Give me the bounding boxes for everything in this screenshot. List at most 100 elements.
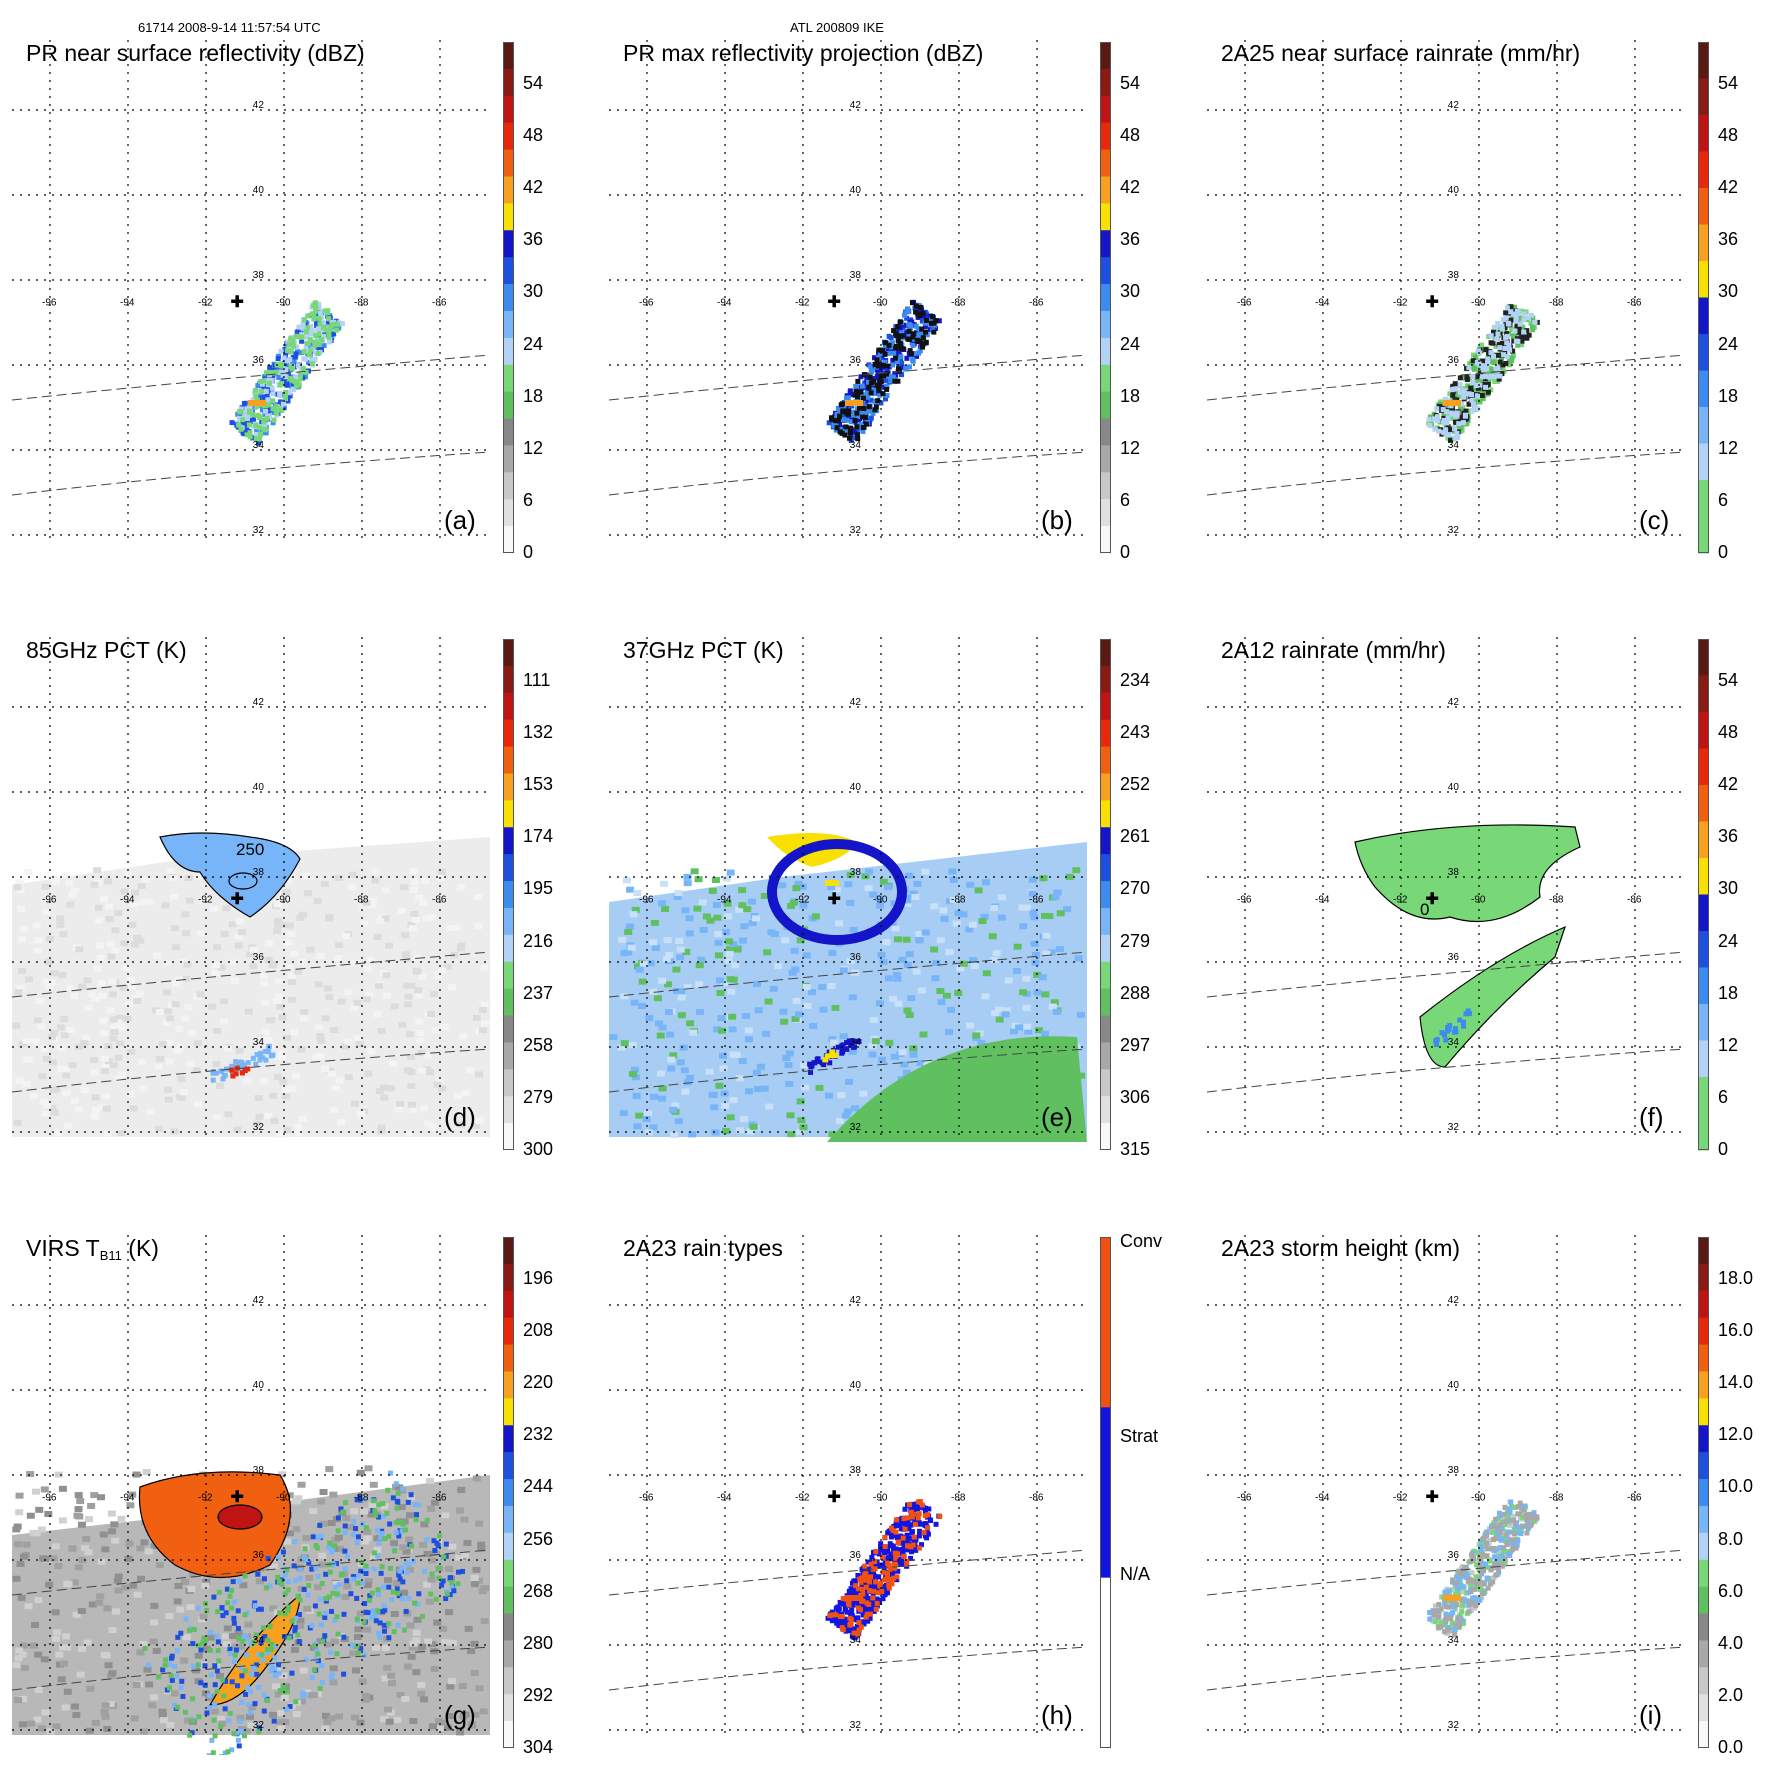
swath-pixel [403,1067,412,1074]
rain-pixel [246,422,252,428]
swath-pixel [135,991,144,998]
rain-pixel [367,1597,373,1603]
swath-pixel [712,902,721,909]
swath-pixel [184,875,193,882]
swath-pixel [285,964,294,971]
rain-pixel [228,1650,234,1656]
rain-pixel [380,1501,386,1507]
rain-pixel [1502,1505,1508,1511]
swath-pixel [427,1576,436,1583]
colorbar-segment [503,1237,514,1265]
swath-pixel [45,984,54,991]
rain-pixel [238,426,244,432]
rain-pixel [412,1502,418,1508]
swath-pixel [71,1703,80,1710]
rain-pixel [295,1593,301,1599]
rain-pixel [902,1526,908,1532]
rain-pixel [855,378,861,384]
swath-pixel [235,918,244,925]
rain-pixel [319,1580,325,1586]
rain-pixel [321,343,327,349]
rain-pixel [908,351,914,357]
rain-pixel [235,1625,241,1631]
swath-pixel [366,957,375,964]
swath-pixel [222,1633,231,1640]
rain-pixel [880,1570,886,1576]
rain-pixel [378,1534,384,1540]
swath-pixel [1022,904,1031,911]
rain-pixel [1453,386,1459,392]
swath-pixel [427,1010,436,1017]
rain-pixel [1449,387,1455,393]
swath-pixel [253,1120,262,1127]
swath-pixel [47,1034,56,1041]
swath-pixel [90,881,99,888]
rain-pixel [204,1608,210,1614]
swath-pixel [50,875,59,882]
rain-pixel [904,1532,910,1538]
swath-pixel [17,906,26,913]
swath-pixel [430,1665,439,1672]
lat-label: 36 [850,1550,862,1561]
swath-pixel [341,1043,350,1050]
rain-pixel [898,333,904,339]
rain-pixel [1462,390,1468,396]
swath-pixel [1040,1030,1049,1037]
swath-pixel [790,947,799,954]
lon-label: -86 [1029,894,1044,905]
swath-pixel [744,1088,753,1095]
rain-pixel [242,400,248,406]
rain-pixel [1452,1626,1458,1632]
rain-pixel [1427,1610,1433,1616]
rain-pixel [233,1059,239,1065]
swath-pixel [281,1683,290,1690]
rain-pixel [272,1655,278,1661]
swath-pixel [83,977,92,984]
swath-pixel [649,1124,658,1131]
swath-pixel [620,1040,629,1047]
rain-pixel [1496,1510,1502,1516]
rain-pixel [867,417,873,423]
swath-pixel [289,950,298,957]
rain-pixel [202,1663,208,1669]
swath-pixel [210,1708,219,1715]
rain-pixel [907,1502,913,1508]
swath-pixel [637,1002,646,1009]
colorbar-label: 288 [1120,982,1151,1003]
rain-pixel [926,1506,932,1512]
rain-pixel [831,422,837,428]
swath-pixel [423,1550,432,1557]
rain-pixel [1475,406,1481,412]
rain-pixel [200,1640,206,1646]
rain-pixel [451,1588,457,1594]
swath-pixel [152,1647,161,1654]
rain-pixel [883,371,889,377]
rain-pixel [372,1613,378,1619]
swath-pixel [118,1024,127,1031]
swath-pixel [130,889,139,896]
rain-pixel [886,1554,892,1560]
swath-pixel [407,982,416,989]
rain-pixel [373,1512,379,1518]
swath-pixel [369,1554,378,1561]
swath-pixel [741,1012,750,1019]
rain-pixel [285,339,291,345]
swath-pixel [921,929,930,936]
rain-pixel [174,1704,180,1710]
rain-pixel [859,383,865,389]
rain-pixel [890,362,896,368]
rain-pixel [866,384,872,390]
rain-pixel [890,1575,896,1581]
rain-pixel [400,1579,406,1585]
swath-pixel [425,1598,434,1605]
rain-pixel [171,1702,177,1708]
swath-pixel [294,1123,303,1130]
swath-pixel [297,1481,306,1488]
rain-pixel [309,1566,315,1572]
swath-pixel [415,1018,424,1025]
swath-pixel [1030,940,1039,947]
swath-pixel [457,1121,466,1128]
lat-label: 36 [1448,952,1460,963]
rain-pixel [1434,1037,1440,1043]
